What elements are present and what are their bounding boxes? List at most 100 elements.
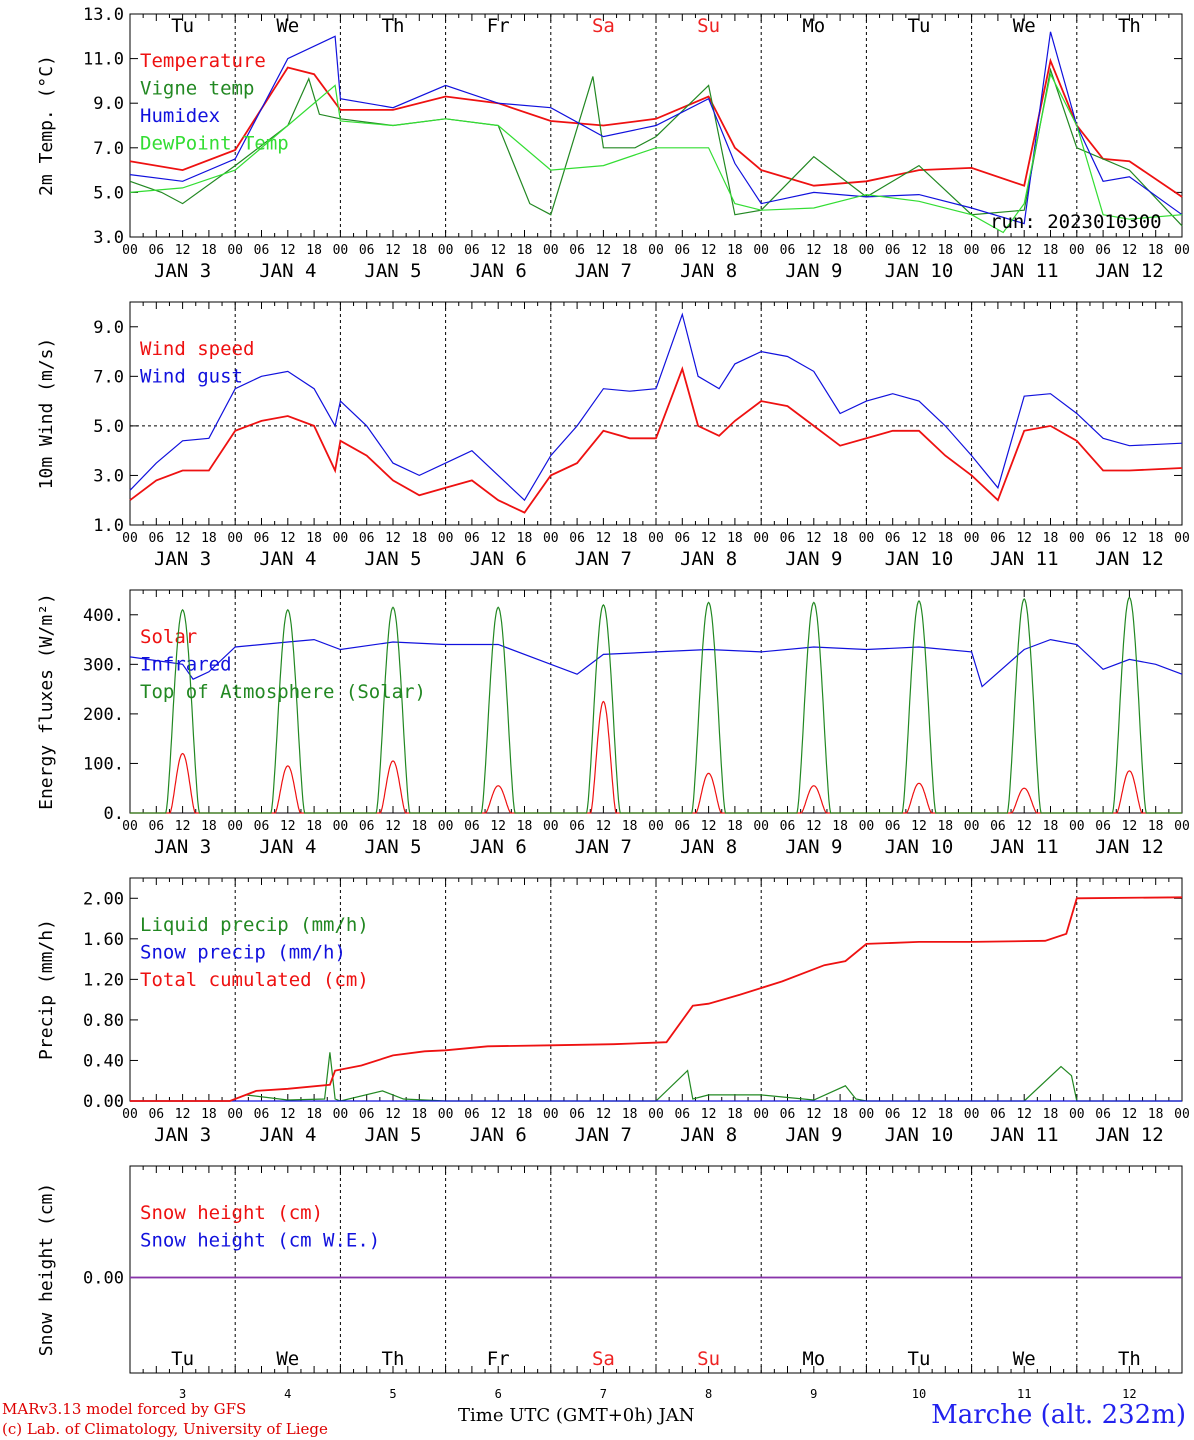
hour-tick-label: 06: [359, 1107, 375, 1122]
legend-wind-speed: Wind speed: [140, 338, 254, 360]
hour-tick-label: 18: [517, 1107, 533, 1122]
hour-tick-label: 12: [385, 243, 401, 258]
hour-tick-label: 06: [1095, 531, 1111, 546]
date-tick-label: JAN 11: [990, 836, 1059, 858]
y-tick-label: 1.0: [93, 516, 124, 536]
hour-tick-label: 12: [911, 243, 927, 258]
day-name-label: We: [276, 15, 299, 37]
day-name-label: Fr: [487, 15, 510, 37]
date-tick-label: JAN 7: [575, 1124, 632, 1146]
hour-tick-label: 00: [648, 819, 664, 834]
date-tick-label: JAN 10: [885, 548, 954, 570]
hour-tick-label: 18: [622, 1107, 638, 1122]
date-tick-label: JAN 10: [885, 1124, 954, 1146]
hour-tick-label: 06: [569, 531, 585, 546]
hour-tick-label: 18: [201, 819, 217, 834]
date-tick-label: JAN 11: [990, 1124, 1059, 1146]
day-number-label: 4: [284, 1387, 291, 1401]
day-name-label: We: [276, 1348, 299, 1370]
hour-tick-label: 18: [832, 819, 848, 834]
hour-tick-label: 18: [306, 531, 322, 546]
y-axis-label: 10m Wind (m/s): [36, 338, 57, 490]
hour-tick-label: 06: [254, 819, 270, 834]
hour-tick-label: 12: [385, 531, 401, 546]
hour-tick-label: 18: [1148, 531, 1164, 546]
date-tick-label: JAN 8: [680, 548, 737, 570]
hour-tick-label: 12: [1122, 1107, 1138, 1122]
hour-tick-label: 18: [517, 819, 533, 834]
day-number-label: 7: [600, 1387, 607, 1401]
hour-tick-label: 12: [280, 531, 296, 546]
hour-tick-label: 06: [990, 243, 1006, 258]
hour-tick-label: 18: [1043, 531, 1059, 546]
hour-tick-label: 00: [964, 243, 980, 258]
y-tick-label: 300.: [83, 655, 124, 675]
credit-model: MARv3.13 model forced by GFS: [2, 1400, 247, 1418]
hour-tick-label: 06: [148, 819, 164, 834]
hour-tick-label: 00: [333, 1107, 349, 1122]
date-tick-label: JAN 6: [470, 548, 527, 570]
day-name-label: Mo: [802, 1348, 825, 1370]
hour-tick-label: 00: [227, 1107, 243, 1122]
hour-tick-label: 06: [674, 243, 690, 258]
series-dewpoint-temp: [129, 72, 1183, 234]
hour-tick-label: 12: [701, 243, 717, 258]
hour-tick-label: 06: [1095, 1107, 1111, 1122]
date-tick-label: JAN 8: [680, 1124, 737, 1146]
hour-tick-label: 06: [885, 1107, 901, 1122]
hour-tick-label: 12: [490, 819, 506, 834]
hour-tick-label: 06: [1095, 819, 1111, 834]
hour-tick-label: 12: [1016, 531, 1032, 546]
hour-tick-label: 00: [1174, 1107, 1190, 1122]
hour-tick-label: 06: [254, 531, 270, 546]
hour-tick-label: 12: [911, 819, 927, 834]
hour-tick-label: 00: [333, 243, 349, 258]
hour-tick-label: 06: [359, 531, 375, 546]
hour-tick-label: 06: [990, 819, 1006, 834]
date-tick-label: JAN 3: [154, 260, 211, 282]
hour-tick-label: 06: [780, 819, 796, 834]
hour-tick-label: 06: [674, 531, 690, 546]
date-tick-label: JAN 9: [785, 836, 842, 858]
hour-tick-label: 00: [1174, 531, 1190, 546]
date-tick-label: JAN 12: [1095, 260, 1164, 282]
hour-tick-label: 00: [227, 243, 243, 258]
hour-tick-label: 00: [438, 243, 454, 258]
hour-tick-label: 18: [411, 1107, 427, 1122]
hour-tick-label: 18: [306, 1107, 322, 1122]
y-tick-label: 0.40: [83, 1051, 124, 1071]
hour-tick-label: 18: [937, 531, 953, 546]
day-number-label: 12: [1122, 1387, 1136, 1401]
hour-tick-label: 18: [622, 243, 638, 258]
series-solar: [130, 700, 1182, 814]
hour-tick-label: 12: [280, 1107, 296, 1122]
legend-vigne-temp: Vigne temp: [140, 78, 254, 100]
date-tick-label: JAN 9: [785, 1124, 842, 1146]
hour-tick-label: 18: [411, 531, 427, 546]
y-tick-label: 200.: [83, 705, 124, 725]
date-tick-label: JAN 3: [154, 836, 211, 858]
hour-tick-label: 00: [1174, 819, 1190, 834]
hour-tick-label: 12: [175, 243, 191, 258]
day-name-label: Tu: [908, 15, 931, 37]
hour-tick-label: 18: [517, 531, 533, 546]
date-tick-label: JAN 7: [575, 836, 632, 858]
hour-tick-label: 06: [359, 819, 375, 834]
date-tick-label: JAN 12: [1095, 836, 1164, 858]
hour-tick-label: 12: [701, 819, 717, 834]
y-tick-label: 9.0: [93, 94, 124, 114]
y-tick-label: 9.0: [93, 318, 124, 338]
y-axis-label: Energy fluxes (W/m²): [36, 593, 57, 810]
day-number-label: 8: [705, 1387, 712, 1401]
hour-tick-label: 12: [280, 819, 296, 834]
hour-tick-label: 06: [885, 531, 901, 546]
date-tick-label: JAN 6: [470, 260, 527, 282]
hour-tick-label: 12: [490, 243, 506, 258]
day-name-label: Th: [382, 15, 405, 37]
hour-tick-label: 00: [543, 1107, 559, 1122]
hour-tick-label: 18: [727, 1107, 743, 1122]
hour-tick-label: 00: [753, 819, 769, 834]
hour-tick-label: 06: [674, 819, 690, 834]
series-humidex: [129, 31, 1183, 225]
y-tick-label: 2.00: [83, 889, 124, 909]
